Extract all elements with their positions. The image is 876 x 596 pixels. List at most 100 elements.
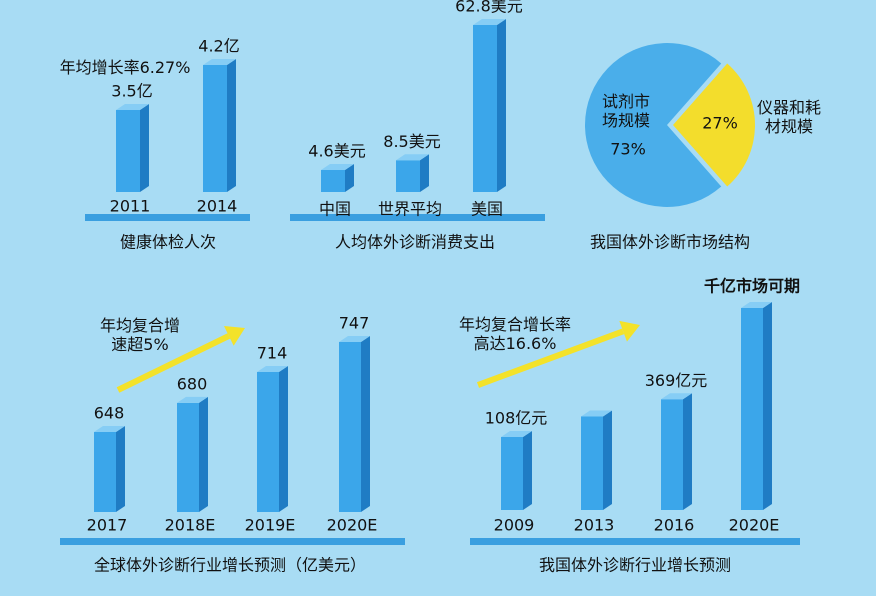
bar-top [177, 396, 208, 403]
bar-front [741, 308, 763, 510]
slice-value: 73% [610, 140, 646, 159]
slice-label: 仪器和耗材规模 [756, 98, 821, 136]
bar [116, 104, 149, 192]
pie-slice [584, 42, 722, 207]
bar [581, 410, 612, 510]
bar-front [257, 372, 279, 512]
value-label: 714 [257, 344, 288, 363]
bar [501, 431, 532, 510]
bar-side [279, 366, 288, 512]
bar-front [661, 399, 683, 510]
value-label: 4.2亿 [198, 37, 239, 56]
slice-label-box: 仪器和耗材规模 [756, 98, 821, 136]
value-label: 747 [339, 314, 370, 333]
bar-front [203, 65, 227, 192]
value-label: 108亿元 [485, 409, 548, 428]
category-label: 2014 [197, 197, 238, 216]
bar-side [140, 104, 149, 192]
category-label: 世界平均 [378, 200, 442, 219]
trend-arrow [116, 326, 245, 393]
bar-side [763, 302, 772, 510]
bar-top [661, 393, 692, 400]
arrow-shaft [476, 328, 625, 388]
bar-top [339, 336, 370, 342]
bar-top [321, 164, 354, 170]
annotation-box: 年均增长率6.27% [59, 58, 191, 77]
bar-side [361, 336, 370, 512]
bar-front [177, 402, 199, 512]
bar-top [257, 366, 288, 372]
bar [473, 19, 506, 192]
bar [339, 336, 370, 512]
chart-title: 健康体检人次 [120, 233, 216, 252]
arrow-head [223, 326, 245, 346]
bar-front [339, 342, 361, 512]
category-label: 2011 [110, 197, 151, 216]
category-label: 2020E [729, 516, 780, 535]
bar-front [473, 25, 497, 192]
category-label: 2017 [87, 516, 128, 535]
annotation-box: 年均复合增长率高达16.6% [458, 315, 571, 353]
bar-side [420, 154, 429, 192]
value-label: 369亿元 [645, 371, 708, 390]
category-label: 2018E [165, 516, 216, 535]
category-label: 2013 [574, 516, 615, 535]
bar-top [581, 410, 612, 417]
bar-top [116, 104, 149, 110]
bar-side [497, 19, 506, 192]
chart-title: 我国体外诊断市场结构 [590, 233, 750, 252]
bar-front [396, 160, 420, 192]
bar-front [581, 416, 603, 510]
category-label: 2020E [327, 516, 378, 535]
bar [257, 366, 288, 512]
trend-arrow [476, 320, 640, 388]
pie-slice [673, 63, 755, 187]
bar [661, 393, 692, 510]
bar-top [473, 19, 506, 25]
bar-side [345, 164, 354, 192]
slice-label-box: 试剂市场规模 [601, 92, 650, 130]
bar [321, 164, 354, 192]
base-strip [470, 538, 800, 545]
bar-top [741, 302, 772, 308]
category-label: 2019E [245, 516, 296, 535]
bar [203, 59, 236, 192]
base-strip [290, 214, 545, 221]
annotation: 年均增长率6.27% [59, 58, 191, 77]
bar-top [396, 154, 429, 161]
bar-front [321, 170, 345, 192]
callout: 千亿市场可期 [704, 277, 800, 296]
value-label: 3.5亿 [111, 82, 152, 101]
category-label: 2016 [654, 516, 695, 535]
annotation: 年均复合增速超5% [99, 316, 180, 354]
bar-side [199, 396, 208, 512]
bar-top [94, 426, 125, 432]
value-label: 648 [94, 404, 125, 423]
bar-side [116, 426, 125, 512]
bar-front [94, 432, 116, 512]
slice-label: 试剂市场规模 [601, 92, 650, 130]
bar [741, 302, 772, 510]
bar [177, 396, 208, 512]
bar-side [523, 431, 532, 510]
bar-side [227, 59, 236, 192]
category-label: 2009 [494, 516, 535, 535]
bar [396, 154, 429, 192]
arrow-shaft [116, 333, 231, 393]
value-label: 8.5美元 [383, 132, 440, 151]
bar-top [501, 431, 532, 437]
slice-value: 27% [702, 114, 738, 133]
chart-title: 全球体外诊断行业增长预测（亿美元） [94, 556, 366, 575]
annotation: 年均复合增长率高达16.6% [458, 315, 571, 353]
category-label: 中国 [319, 200, 351, 219]
value-label: 4.6美元 [308, 142, 365, 161]
bar-side [683, 393, 692, 510]
arrow-head [619, 320, 640, 342]
bar-side [603, 410, 612, 510]
bar [94, 426, 125, 512]
value-label: 680 [177, 374, 208, 393]
bar-top [203, 59, 236, 65]
base-strip [85, 214, 250, 221]
